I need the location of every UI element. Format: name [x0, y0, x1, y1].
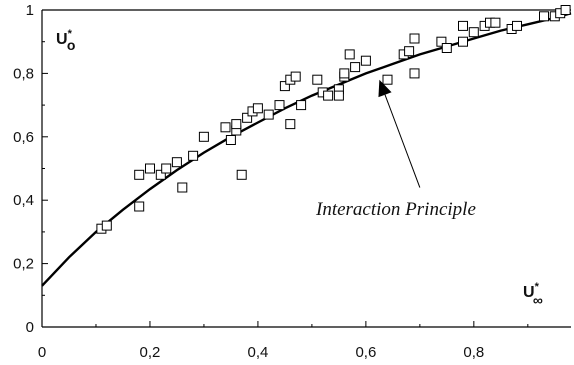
data-point [323, 90, 334, 101]
x-axis-label-sup: * [535, 281, 540, 293]
fit-curve [41, 12, 572, 287]
data-point [236, 169, 247, 180]
x-tick-label: 0,6 [355, 344, 376, 361]
data-point [290, 71, 301, 82]
annotation-arrow-line [384, 94, 421, 188]
data-point [274, 100, 285, 111]
y-axis-label-main: U [56, 31, 68, 48]
x-axis-ticks [41, 321, 529, 327]
data-point [312, 74, 323, 85]
annotation-text: Interaction Principle [315, 199, 476, 220]
x-tick-label: 0,4 [247, 344, 268, 361]
data-point [436, 36, 447, 47]
x-tick-label: 0,8 [463, 344, 484, 361]
data-point [360, 55, 371, 66]
y-axis-label-sup: * [68, 28, 73, 40]
data-point [285, 119, 296, 130]
y-tick-label: 0 [26, 319, 34, 336]
data-point [409, 33, 420, 44]
x-tick-label: 0 [38, 344, 46, 361]
data-points [96, 5, 571, 234]
y-tick-label: 0,8 [13, 65, 34, 82]
y-tick-label: 1 [26, 2, 34, 19]
data-point [339, 68, 350, 79]
data-point [225, 135, 236, 145]
y-axis-label: U* o [56, 28, 75, 53]
x-axis-label: U* ∞ [523, 281, 543, 308]
data-point [490, 17, 501, 28]
data-point [279, 81, 290, 92]
data-point [350, 62, 361, 73]
data-point [145, 163, 155, 174]
data-point [155, 169, 166, 180]
data-point [441, 43, 452, 53]
data-point [539, 11, 549, 22]
x-axis-tick-labels: 0 0,2 0,4 0,6 0,8 [38, 344, 484, 361]
data-point [161, 163, 172, 174]
y-tick-label: 0,2 [13, 256, 34, 273]
y-axis-label-sub: o [67, 37, 76, 53]
plot-frame [41, 9, 571, 328]
data-point [252, 103, 263, 114]
data-point [296, 100, 307, 111]
y-tick-label: 0,6 [13, 129, 34, 146]
data-point [344, 49, 355, 60]
data-point [512, 20, 522, 31]
data-point [404, 46, 415, 57]
data-point [382, 74, 393, 85]
data-point [242, 112, 253, 123]
data-point [409, 68, 420, 79]
data-point [468, 27, 479, 38]
data-point [333, 90, 344, 101]
x-axis-label-sub: ∞ [533, 292, 543, 308]
data-point [231, 119, 242, 130]
x-axis-label-main: U [523, 284, 535, 301]
data-point [263, 109, 274, 120]
data-point [198, 131, 209, 142]
data-point [101, 220, 112, 231]
y-axis-ticks [42, 9, 48, 328]
annotation-arrow-head [378, 79, 392, 98]
data-point [458, 20, 468, 31]
data-point [171, 157, 182, 168]
data-point [458, 36, 468, 47]
y-tick-label: 0,4 [13, 192, 34, 209]
data-point [134, 169, 145, 180]
data-point [560, 5, 571, 15]
data-point [188, 150, 199, 161]
data-point [177, 182, 188, 193]
data-point [220, 122, 231, 133]
y-axis-tick-labels: 0 0,2 0,4 0,6 0,8 1 [13, 2, 34, 336]
data-point [134, 201, 145, 212]
x-tick-label: 0,2 [140, 344, 161, 361]
